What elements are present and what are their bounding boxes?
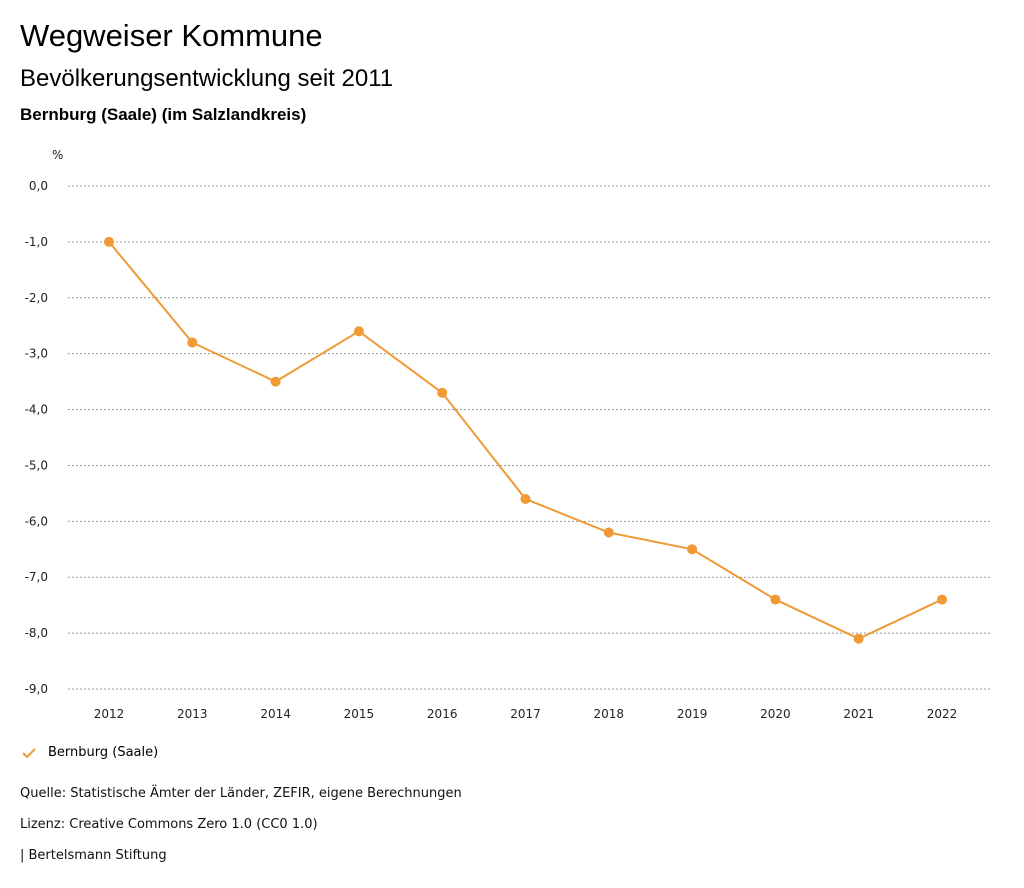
x-tick-label: 2018 [594,707,625,721]
x-tick-label: 2019 [677,707,708,721]
x-tick-label: 2015 [344,707,375,721]
y-tick-label: -9,0 [25,682,48,696]
y-tick-label: -1,0 [25,235,48,249]
series-line [108,241,943,640]
y-tick-label: -6,0 [25,514,48,528]
x-tick-label: 2020 [760,707,791,721]
y-tick-label: -4,0 [25,403,48,417]
line-chart: % 0,0 -1,0 -2,0 -3,0 -4,0 -5,0 -6,0 -7,0 -8,0 -9,… [25,148,990,721]
data-point[interactable] [104,236,114,247]
x-tick-label: 2014 [260,707,291,721]
data-point[interactable] [353,326,364,337]
license-text: Lizenz: Creative Commons Zero 1.0 (CC0 1… [20,817,318,832]
x-tick-label: 2013 [177,707,208,721]
data-point[interactable] [187,337,198,348]
source-text: Quelle: Statistische Ämter der Länder, Z… [20,786,462,801]
y-tick-label: -8,0 [25,626,48,640]
data-point[interactable] [853,633,864,644]
check-icon [22,747,36,758]
y-tick-label: 0,0 [29,179,48,193]
legend-item[interactable]: Bernburg (Saale) [22,745,158,760]
y-tick-label: -2,0 [25,291,48,305]
data-point[interactable] [937,594,947,605]
x-tick-label: 2012 [94,707,125,721]
region-label: Bernburg (Saale) (im Salzlandkreis) [20,105,307,124]
data-point[interactable] [520,493,531,504]
data-point[interactable] [603,527,614,538]
x-tick-label: 2017 [510,707,541,721]
chart-subtitle: Bevölkerungsentwicklung seit 2011 [20,65,394,92]
y-tick-label: -7,0 [25,570,48,584]
x-tick-label: 2021 [843,707,874,721]
y-axis-unit: % [52,148,63,162]
legend-label: Bernburg (Saale) [48,745,159,760]
page-title: Wegweiser Kommune [20,18,323,53]
y-tick-label: -5,0 [25,458,48,472]
data-point[interactable] [770,594,781,605]
x-tick-label: 2016 [427,707,458,721]
publisher-text: | Bertelsmann Stiftung [20,848,167,863]
data-point[interactable] [687,544,698,555]
data-point[interactable] [270,376,281,387]
y-tick-label: -3,0 [25,347,48,361]
x-tick-label: 2022 [927,707,958,721]
data-point[interactable] [437,387,448,398]
